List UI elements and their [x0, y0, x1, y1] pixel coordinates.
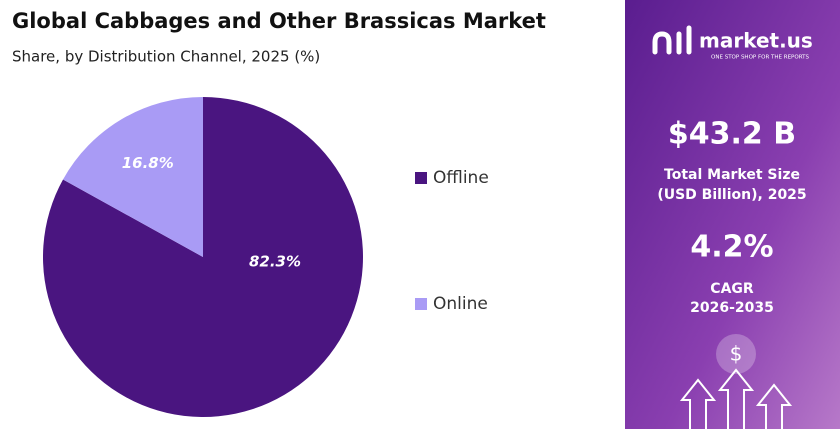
cagr-label: 2026-2035	[690, 300, 774, 316]
logo	[652, 25, 692, 55]
legend-swatch	[415, 298, 427, 310]
legend-swatch	[415, 172, 427, 184]
cagr-label: CAGR	[710, 281, 754, 297]
arrows	[679, 368, 793, 429]
legend-label: Offline	[433, 168, 489, 188]
chart-title: Global Cabbages and Other Brassicas Mark…	[12, 9, 546, 33]
arrow-icon	[717, 368, 755, 429]
legend: Offline Online	[415, 168, 489, 314]
market-size: $43.2 B	[668, 117, 796, 152]
dollar-badge	[716, 334, 756, 374]
cagr: 4.2%	[690, 230, 773, 265]
brand: market.us	[699, 29, 813, 53]
market-size-label: (USD Billion), 2025	[657, 187, 806, 203]
legend-label: Online	[433, 294, 488, 314]
arrow-icon	[679, 378, 717, 429]
tagline: ONE STOP SHOP FOR THE REPORTS	[711, 55, 809, 61]
data-label: 82.3%	[249, 253, 301, 271]
side-panel	[625, 0, 840, 429]
pie: 82.3% 16.8%	[42, 97, 363, 417]
data-label: 16.8%	[122, 154, 174, 172]
arrow-icon	[755, 383, 793, 429]
logo-icon	[652, 31, 672, 55]
pie-slice	[63, 97, 204, 257]
market-size-label: Total Market Size	[664, 167, 800, 183]
dollar-icon: $	[730, 342, 743, 366]
chart-subtitle: Share, by Distribution Channel, 2025 (%)	[12, 48, 320, 66]
